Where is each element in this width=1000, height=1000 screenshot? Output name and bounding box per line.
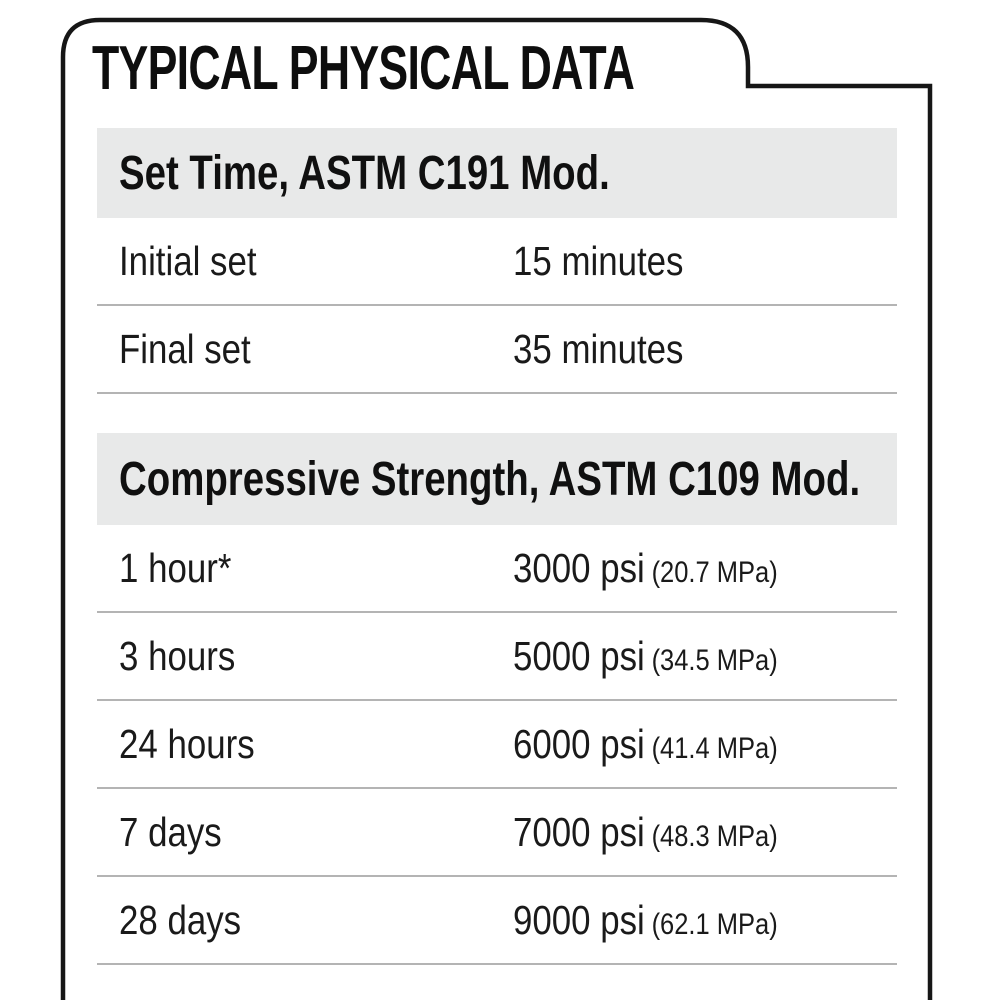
section-header-set-time: Set Time, ASTM C191 Mod. bbox=[97, 128, 897, 218]
row-label: Initial set bbox=[119, 237, 257, 284]
row-value: 35 minutes bbox=[513, 325, 684, 372]
row-label: 1 hour* bbox=[119, 544, 232, 591]
row-value: 3000 psi (20.7 MPa) bbox=[513, 544, 778, 591]
row-label: 3 hours bbox=[119, 632, 236, 679]
row-note: (62.1 MPa) bbox=[651, 907, 778, 941]
section-header-compressive-strength: Compressive Strength, ASTM C109 Mod. bbox=[97, 433, 897, 525]
row-note: (41.4 MPa) bbox=[651, 731, 778, 765]
table-row-28-days: 28 days 9000 psi (62.1 MPa) bbox=[97, 877, 897, 965]
row-label: 28 days bbox=[119, 896, 242, 943]
card-title: TYPICAL PHYSICAL DATA bbox=[92, 33, 845, 104]
row-value: 5000 psi (34.5 MPa) bbox=[513, 632, 778, 679]
table-row-3-hours: 3 hours 5000 psi (34.5 MPa) bbox=[97, 613, 897, 701]
table-row-24-hours: 24 hours 6000 psi (41.4 MPa) bbox=[97, 701, 897, 789]
section-gap bbox=[97, 394, 897, 433]
section-header-text: Set Time, ASTM C191 Mod. bbox=[119, 146, 610, 200]
row-note: (20.7 MPa) bbox=[651, 555, 778, 589]
table-row-initial-set: Initial set 15 minutes bbox=[97, 218, 897, 306]
card-title-text: TYPICAL PHYSICAL DATA bbox=[92, 34, 635, 103]
table-row-7-days: 7 days 7000 psi (48.3 MPa) bbox=[97, 789, 897, 877]
row-value: 6000 psi (41.4 MPa) bbox=[513, 720, 778, 767]
row-label: Final set bbox=[119, 325, 251, 372]
row-note: (48.3 MPa) bbox=[651, 819, 778, 853]
row-note: (34.5 MPa) bbox=[651, 643, 778, 677]
row-value: 7000 psi (48.3 MPa) bbox=[513, 808, 778, 855]
table-row-final-set: Final set 35 minutes bbox=[97, 306, 897, 394]
table-row-1-hour: 1 hour* 3000 psi (20.7 MPa) bbox=[97, 525, 897, 613]
row-value: 9000 psi (62.1 MPa) bbox=[513, 896, 778, 943]
row-label: 7 days bbox=[119, 808, 222, 855]
row-value: 15 minutes bbox=[513, 237, 684, 284]
row-label: 24 hours bbox=[119, 720, 255, 767]
section-header-text: Compressive Strength, ASTM C109 Mod. bbox=[119, 452, 861, 506]
physical-data-table: Set Time, ASTM C191 Mod. Initial set 15 … bbox=[97, 128, 897, 965]
